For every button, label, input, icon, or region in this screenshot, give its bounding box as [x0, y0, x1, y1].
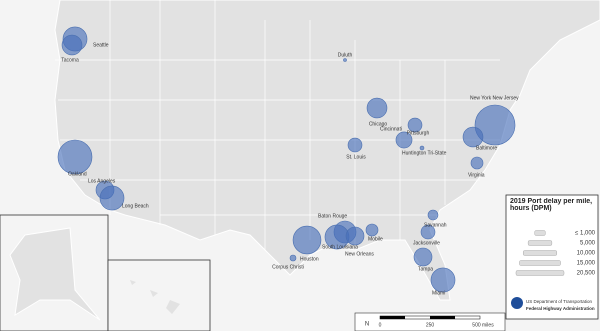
- land: [54, 0, 600, 301]
- port-bubble: [407, 117, 423, 133]
- port-bubble: [61, 34, 83, 56]
- port-bubble: [419, 145, 425, 151]
- legend-label: ≤ 1,000: [575, 231, 596, 237]
- port-label: Baltimore: [476, 145, 497, 151]
- legend-title: 2019 Port delay per mile, hours (DPM): [510, 198, 593, 212]
- port-bubble: [462, 126, 484, 148]
- port-bubble: [347, 137, 363, 153]
- port-bubble: [420, 224, 436, 240]
- port-label: Jacksonville: [413, 240, 440, 246]
- port-label: Long Beach: [122, 203, 149, 209]
- port-label: Savannah: [424, 222, 447, 228]
- port-bubble: [474, 104, 516, 146]
- north: N: [365, 322, 369, 328]
- scale-seg: [430, 316, 455, 319]
- port-bubble: [395, 131, 413, 149]
- port-label: Corpus Christi: [272, 264, 304, 270]
- legend-items: ≤ 1,000 5,000 10,000 15,000 20,500: [515, 230, 596, 277]
- legend-title-wrap: 2019 Port delay per mile, hours (DPM): [510, 198, 593, 212]
- port-label: Cincinnati: [380, 126, 402, 132]
- port-bubble: [430, 267, 456, 293]
- port-bubble: [292, 225, 322, 255]
- port-label: Mobile: [368, 236, 383, 242]
- port-label: St. Louis: [346, 154, 366, 160]
- port-label: Houston: [300, 256, 319, 262]
- port-label: Los Angeles: [88, 178, 116, 184]
- legend-label: 5,000: [580, 241, 596, 247]
- port-label: Pittsburgh: [407, 130, 430, 136]
- port-bubble: [427, 209, 439, 221]
- agency: Federal Highway Administration: [526, 306, 595, 311]
- legend-symbol: [515, 270, 565, 276]
- agency: US Department of Transportation: [526, 299, 593, 304]
- port-label: Baton Rouge: [318, 213, 347, 219]
- port-bubble: [289, 254, 297, 262]
- port-bubble: [57, 139, 93, 175]
- legend-symbol: [534, 230, 546, 236]
- port-label: Virginia: [468, 172, 485, 178]
- scale-seg: [380, 316, 405, 319]
- hawaii-inset: [107, 259, 211, 331]
- port-bubble: [365, 223, 379, 237]
- scale-label: 0: [379, 322, 382, 328]
- port-label: Oakland: [68, 171, 87, 177]
- port-label: Miami: [432, 290, 445, 296]
- legend-label: 15,000: [577, 261, 596, 267]
- scale-bar: N 0 250 500 miles: [354, 312, 506, 331]
- scale-label: 250: [426, 322, 435, 328]
- port-label: New Orleans: [345, 251, 374, 257]
- port-label: South Louisiana: [322, 244, 358, 250]
- legend-label: 20,500: [577, 271, 596, 277]
- port-label: Tacoma: [61, 57, 79, 63]
- port-bubble: [366, 97, 388, 119]
- port-bubble: [345, 226, 365, 246]
- state-lines: [55, 0, 520, 250]
- legend-symbol: [522, 250, 558, 256]
- dot-logo: [511, 297, 523, 309]
- alaska: [9, 227, 101, 321]
- port-bubble: [413, 247, 433, 267]
- scale-label: 500 miles: [472, 322, 494, 328]
- legend-symbol: [527, 240, 553, 246]
- port-bubble: [343, 58, 347, 62]
- port-bubble: [470, 156, 484, 170]
- port-label: New York New Jersey: [470, 95, 519, 101]
- hawaii: [130, 280, 180, 314]
- legend-label: 10,000: [577, 251, 596, 257]
- port-label: Seattle: [93, 42, 109, 48]
- port-label: Chicago: [369, 121, 388, 127]
- port-label: Duluth: [338, 52, 353, 58]
- legend-symbol: [519, 260, 561, 266]
- legend: 2019 Port delay per mile, hours (DPM) ≤ …: [505, 194, 599, 320]
- legend-box: [505, 194, 599, 320]
- port-bubble: [99, 185, 125, 211]
- port-label: Huntington Tri-State: [402, 150, 447, 156]
- port-label: Tampa: [418, 266, 433, 272]
